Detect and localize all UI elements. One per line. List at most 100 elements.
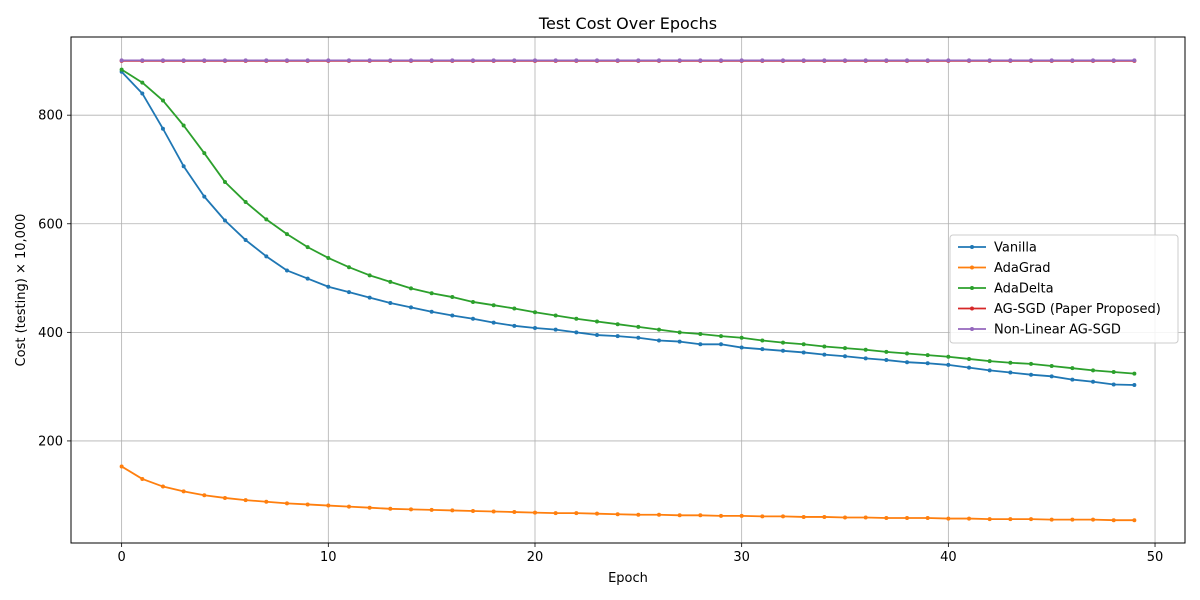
data-point bbox=[925, 58, 930, 63]
data-point bbox=[326, 284, 331, 289]
legend-label: Non-Linear AG-SGD bbox=[994, 323, 1121, 338]
data-point bbox=[140, 91, 145, 96]
x-tick-label: 30 bbox=[733, 550, 750, 565]
data-point bbox=[470, 316, 475, 321]
data-point bbox=[284, 268, 289, 273]
data-point bbox=[574, 511, 579, 516]
data-point bbox=[1132, 383, 1137, 388]
data-point bbox=[264, 254, 269, 259]
data-point bbox=[967, 356, 972, 361]
data-point bbox=[801, 58, 806, 63]
data-point bbox=[264, 499, 269, 504]
data-point bbox=[326, 255, 331, 260]
data-point bbox=[1070, 366, 1075, 371]
data-point bbox=[719, 334, 724, 339]
data-point bbox=[1029, 361, 1034, 366]
data-point bbox=[284, 501, 289, 506]
data-point bbox=[160, 98, 165, 103]
data-point bbox=[801, 350, 806, 355]
data-point bbox=[305, 58, 310, 63]
data-point bbox=[843, 346, 848, 351]
data-point bbox=[863, 515, 868, 520]
series-vanilla bbox=[119, 69, 1137, 388]
data-point bbox=[326, 503, 331, 508]
data-point bbox=[491, 509, 496, 514]
data-point bbox=[450, 508, 455, 513]
data-point bbox=[243, 58, 248, 63]
data-point bbox=[677, 58, 682, 63]
data-point bbox=[781, 348, 786, 353]
data-point bbox=[388, 58, 393, 63]
x-tick-label: 10 bbox=[320, 550, 337, 565]
y-tick-label: 400 bbox=[38, 326, 63, 341]
data-point bbox=[408, 58, 413, 63]
data-point bbox=[863, 347, 868, 352]
data-point bbox=[739, 58, 744, 63]
data-point bbox=[367, 505, 372, 510]
data-point bbox=[367, 273, 372, 278]
data-point bbox=[532, 310, 537, 315]
data-point bbox=[739, 513, 744, 518]
data-point bbox=[739, 335, 744, 340]
data-point bbox=[615, 322, 620, 327]
data-point bbox=[698, 331, 703, 336]
data-point bbox=[822, 514, 827, 519]
data-point bbox=[657, 58, 661, 63]
data-point bbox=[160, 126, 165, 131]
data-point bbox=[615, 512, 620, 517]
x-tick-label: 20 bbox=[527, 550, 544, 565]
data-point bbox=[677, 330, 682, 335]
data-point bbox=[264, 217, 269, 222]
data-point bbox=[967, 516, 972, 521]
y-tick-label: 600 bbox=[38, 217, 63, 232]
data-point bbox=[781, 58, 786, 63]
y-axis-label: Cost (testing) × 10,000 bbox=[14, 214, 29, 367]
data-point bbox=[677, 513, 682, 518]
legend-marker bbox=[970, 327, 974, 331]
data-point bbox=[1029, 517, 1034, 522]
series-line bbox=[121, 465, 1135, 522]
data-point bbox=[843, 354, 848, 359]
data-point bbox=[222, 495, 227, 500]
data-point bbox=[284, 232, 289, 237]
data-point bbox=[553, 511, 558, 516]
data-point bbox=[119, 67, 124, 72]
series-adagrad bbox=[119, 464, 1137, 523]
data-point bbox=[719, 513, 724, 518]
data-point bbox=[346, 265, 351, 270]
data-point bbox=[574, 330, 579, 335]
data-point bbox=[1132, 58, 1137, 63]
data-point bbox=[346, 290, 351, 295]
data-point bbox=[243, 200, 248, 205]
data-point bbox=[429, 58, 434, 63]
data-point bbox=[119, 464, 124, 469]
data-point bbox=[181, 58, 186, 63]
x-tick-label: 50 bbox=[1147, 550, 1164, 565]
data-point bbox=[1008, 517, 1013, 522]
data-point bbox=[946, 362, 951, 367]
legend-label: AG-SGD (Paper Proposed) bbox=[994, 302, 1161, 317]
x-tick-label: 0 bbox=[117, 550, 125, 565]
data-point bbox=[305, 245, 310, 250]
data-point bbox=[636, 512, 641, 517]
x-tick-label: 40 bbox=[940, 550, 957, 565]
legend-marker bbox=[970, 286, 974, 290]
data-point bbox=[450, 58, 455, 63]
data-point bbox=[1049, 374, 1054, 379]
data-point bbox=[222, 58, 227, 63]
data-point bbox=[967, 58, 972, 63]
x-axis: 0 10 20 30 40 50 bbox=[117, 543, 1163, 565]
data-point bbox=[822, 344, 827, 349]
data-point bbox=[657, 512, 661, 517]
data-point bbox=[595, 333, 599, 338]
legend-marker bbox=[970, 306, 974, 311]
data-point bbox=[512, 323, 517, 328]
legend-item: AG-SGD (Paper Proposed) bbox=[958, 302, 1161, 317]
data-point bbox=[946, 516, 951, 521]
data-point bbox=[512, 306, 517, 311]
data-point bbox=[553, 58, 558, 63]
legend-item: AdaDelta bbox=[958, 282, 1054, 297]
data-point bbox=[326, 58, 331, 63]
data-point bbox=[822, 58, 827, 63]
